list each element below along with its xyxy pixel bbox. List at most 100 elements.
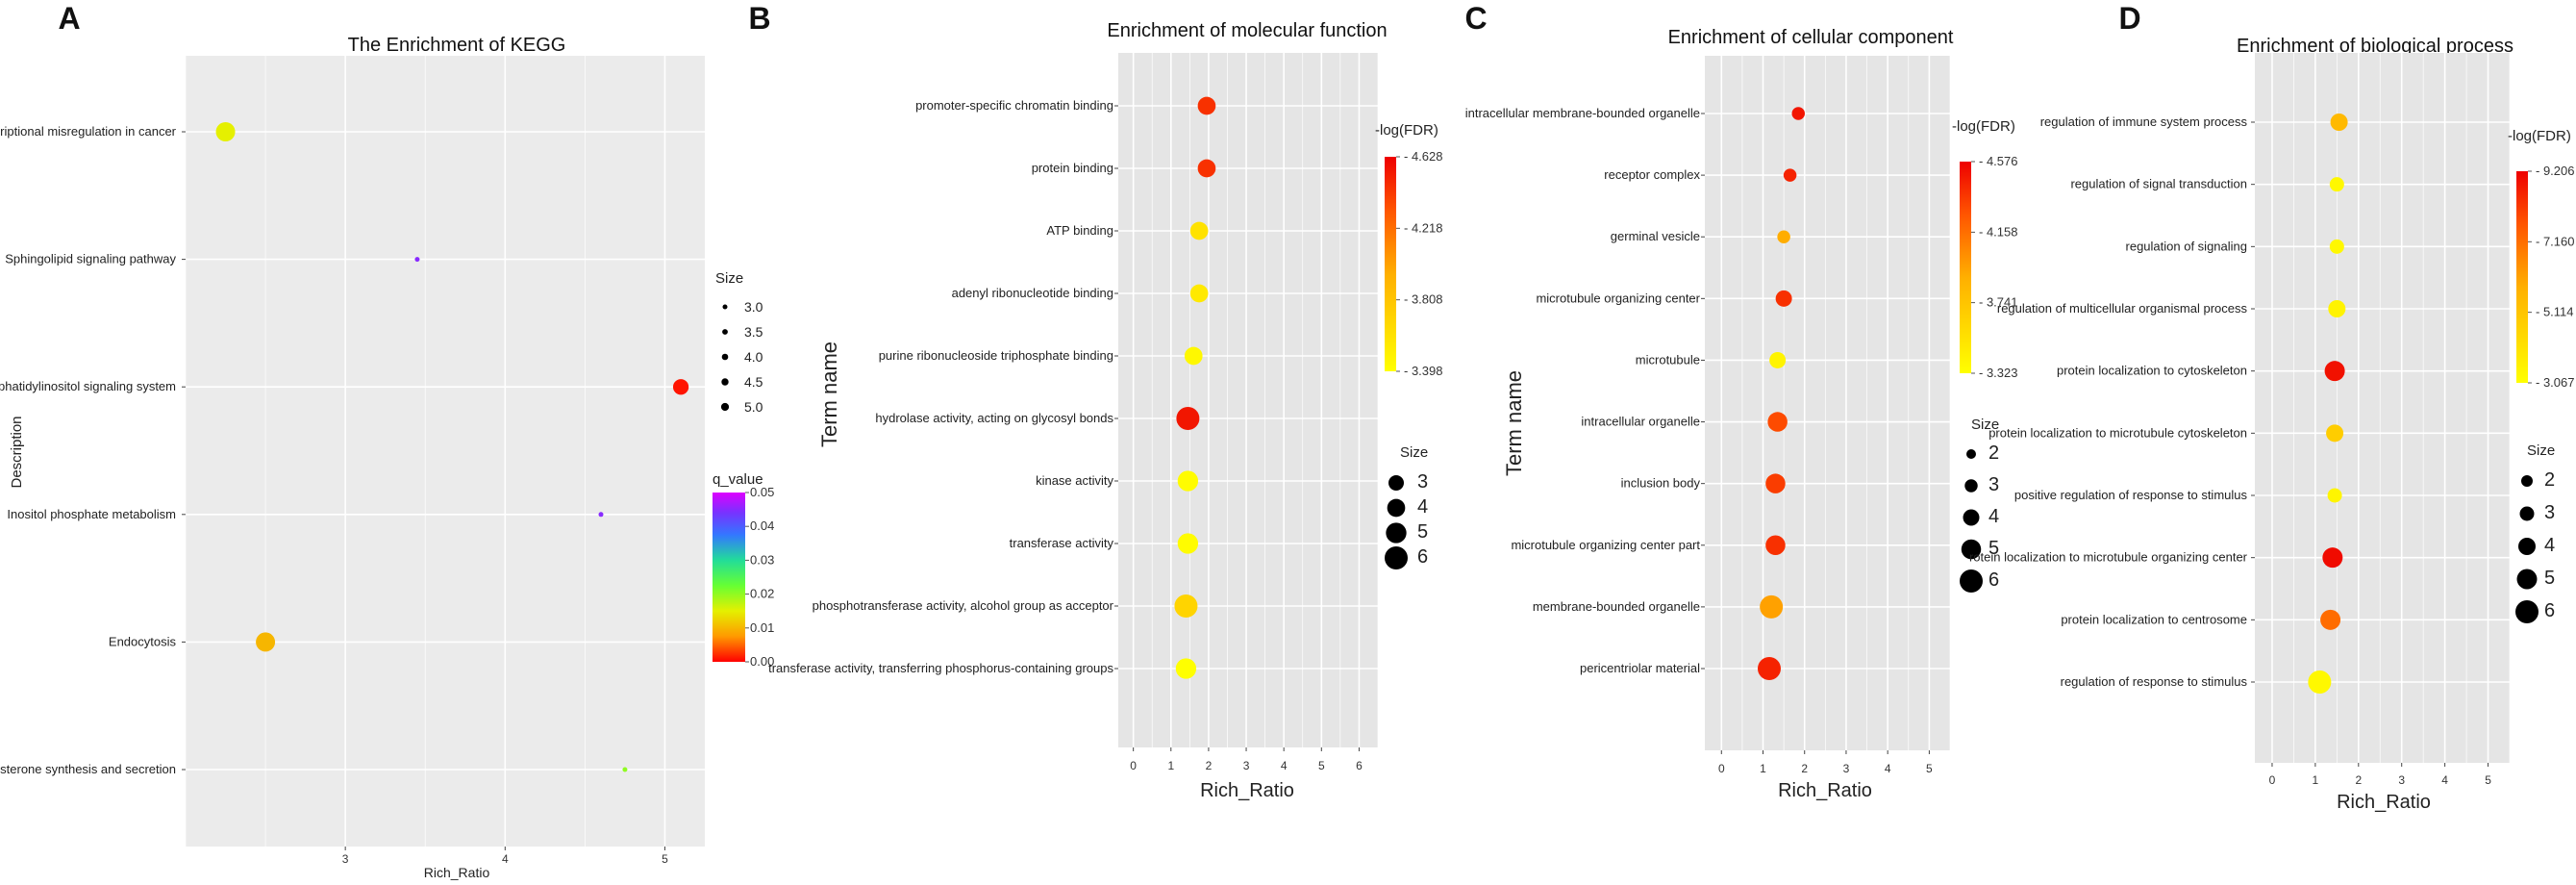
- size-legend-label: 4.5: [744, 374, 763, 390]
- x-tick-label: 4: [502, 852, 509, 866]
- term-label: purine ribonucleoside triphosphate bindi…: [879, 348, 1113, 363]
- chart-title: Enrichment of biological process: [2237, 36, 2513, 57]
- size-legend-dot: [721, 378, 729, 386]
- x-tick-label: 0: [1718, 762, 1725, 775]
- panel-letter: D: [2118, 1, 2140, 36]
- x-tick-label: 1: [2313, 773, 2319, 787]
- term-label: Phosphatidylinositol signaling system: [0, 379, 176, 393]
- plot-background: [1705, 56, 1950, 750]
- term-label: protein binding: [1032, 161, 1113, 175]
- term-label: regulation of signal transduction: [2070, 177, 2247, 191]
- data-point: [1184, 346, 1203, 366]
- data-point: [2320, 609, 2341, 630]
- term-label: microtubule organizing center: [1536, 291, 1700, 305]
- data-point: [2329, 177, 2344, 192]
- data-point: [1791, 107, 1805, 120]
- size-legend-dot: [1961, 539, 1982, 560]
- term-label: ATP binding: [1046, 223, 1113, 238]
- colorbar-tick-label: - 4.218: [1404, 220, 1442, 235]
- x-tick-label: 2: [2355, 773, 2362, 787]
- term-label: Inositol phosphate metabolism: [7, 507, 176, 521]
- data-point: [1175, 658, 1197, 679]
- data-point: [2322, 547, 2343, 569]
- colorbar-tick-label: 0.02: [750, 587, 774, 601]
- x-tick-label: 1: [1167, 759, 1174, 772]
- y-axis-title: Term name: [817, 341, 841, 447]
- panel-letter: C: [1464, 1, 1487, 36]
- data-point: [1777, 230, 1790, 243]
- size-legend-title: Size: [2527, 442, 2555, 459]
- colorbar-tick-label: - 3.323: [1979, 366, 2017, 380]
- term-label: Sphingolipid signaling pathway: [5, 252, 176, 266]
- term-label: Transcriptional misregulation in cancer: [0, 124, 177, 139]
- data-point: [1177, 470, 1199, 492]
- data-point: [1760, 594, 1784, 619]
- plot-background: [186, 56, 705, 847]
- size-legend-label: 3: [1417, 471, 1428, 493]
- x-tick-label: 3: [2398, 773, 2405, 787]
- x-tick-label: 2: [1206, 759, 1213, 772]
- size-legend-dot: [720, 402, 730, 412]
- data-point: [2308, 670, 2332, 694]
- colorbar: [2516, 171, 2528, 383]
- term-label: kinase activity: [1036, 473, 1113, 488]
- term-label: microtubule organizing center part: [1511, 538, 1700, 552]
- colorbar-tick-label: 0.01: [750, 620, 774, 635]
- size-legend-dot: [721, 353, 729, 361]
- size-legend-dot: [2518, 538, 2536, 555]
- y-axis-title: Term name: [1502, 370, 1526, 476]
- colorbar-tick-label: - 5.114: [2536, 305, 2574, 319]
- term-label: positive regulation of response to stimu…: [2014, 488, 2248, 502]
- data-point: [672, 379, 689, 395]
- data-point: [1765, 535, 1786, 556]
- size-legend-dot: [1960, 569, 1983, 593]
- size-legend-label: 3: [1988, 474, 1999, 495]
- size-legend-label: 3.5: [744, 324, 763, 340]
- x-tick-label: 4: [1885, 762, 1891, 775]
- panel-letter: B: [748, 1, 770, 36]
- data-point: [598, 512, 604, 518]
- colorbar-tick-label: - 9.206: [2536, 164, 2574, 178]
- size-legend-label: 6: [1417, 546, 1428, 568]
- panel-c: C Enrichment of cellular component intrace…: [1464, 1, 2017, 801]
- data-point: [1197, 159, 1216, 178]
- size-legend-label: 4: [1417, 496, 1428, 518]
- data-point: [256, 632, 276, 652]
- term-label: regulation of multicellular organismal p…: [1997, 301, 2248, 316]
- x-axis-title: Rich_Ratio: [1778, 780, 1872, 801]
- panel-letter: A: [58, 1, 80, 36]
- term-label: hydrolase activity, acting on glycosyl b…: [875, 411, 1113, 425]
- term-label: germinal vesicle: [1611, 229, 1700, 243]
- term-label: inclusion body: [1621, 476, 1701, 491]
- panel-a: A The Enrichment of KEGG Transcriptional m…: [0, 1, 774, 880]
- x-tick-label: 0: [1130, 759, 1137, 772]
- data-point: [1783, 168, 1797, 182]
- size-legend-dot: [1387, 498, 1406, 518]
- color-legend-title: q_value: [713, 471, 763, 488]
- colorbar-tick-label: 0.05: [750, 485, 774, 499]
- data-point: [2328, 300, 2346, 317]
- chart-title: Enrichment of molecular function: [1107, 20, 1387, 41]
- x-axis-title: Rich_Ratio: [1200, 780, 1294, 801]
- x-tick-label: 1: [1760, 762, 1766, 775]
- panel-d: D Enrichment of biological process regulat…: [1969, 1, 2575, 813]
- size-legend-dot: [722, 304, 728, 310]
- term-label: transferase activity, transferring phosp…: [768, 661, 1113, 675]
- data-point: [2330, 114, 2348, 131]
- size-legend-label: 4: [2544, 535, 2555, 556]
- plot-background: [2255, 53, 2510, 763]
- size-legend-label: 3: [2544, 502, 2555, 523]
- x-tick-label: 2: [1801, 762, 1808, 775]
- size-legend-label: 2: [2544, 469, 2555, 491]
- term-label: protein localization to microtubule cyto…: [1988, 425, 2247, 440]
- size-legend-dot: [2516, 569, 2538, 590]
- colorbar-tick-label: 0.04: [750, 518, 774, 533]
- term-label: receptor complex: [1604, 167, 1700, 182]
- data-point: [414, 257, 420, 263]
- data-point: [1177, 533, 1199, 554]
- size-legend-dot: [2519, 506, 2535, 521]
- colorbar-tick-label: - 3.398: [1404, 364, 1442, 378]
- size-legend-dot: [1963, 509, 1980, 526]
- term-label: membrane-bounded organelle: [1533, 599, 1700, 614]
